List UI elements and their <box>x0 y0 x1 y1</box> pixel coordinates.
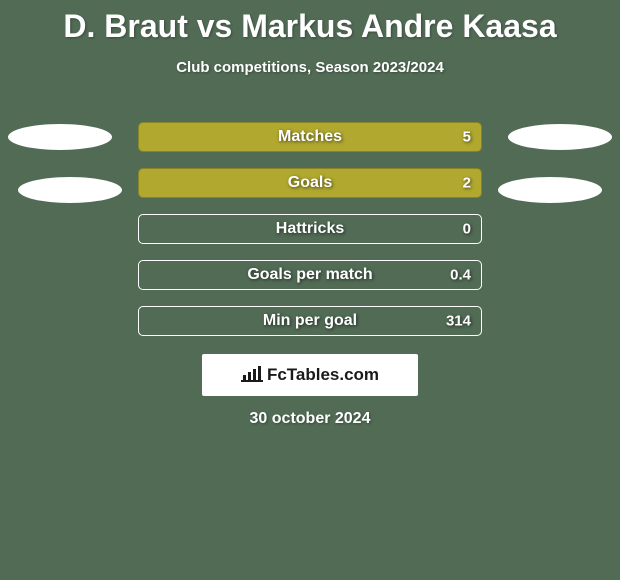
stat-bar-value: 314 <box>446 313 471 330</box>
decorative-ellipse-top-left <box>8 124 112 150</box>
decorative-ellipse-top-right <box>508 124 612 150</box>
stat-bar-label: Goals <box>288 174 332 192</box>
page-title: D. Braut vs Markus Andre Kaasa <box>0 0 620 45</box>
date-label: 30 october 2024 <box>250 410 371 428</box>
logo-text: FcTables.com <box>241 364 379 387</box>
stat-bar-value: 5 <box>463 129 471 146</box>
stat-bar-label: Hattricks <box>276 220 344 238</box>
stat-bar-value: 0.4 <box>450 267 471 284</box>
stat-bar-value: 0 <box>463 221 471 238</box>
decorative-ellipse-bottom-left <box>18 177 122 203</box>
stat-bar-goals: Goals 2 <box>138 168 482 198</box>
stats-bars: Matches 5 Goals 2 Hattricks 0 Goals per … <box>138 122 482 352</box>
logo-label: FcTables.com <box>267 365 379 385</box>
stat-bar-label: Goals per match <box>247 266 372 284</box>
logo-box: FcTables.com <box>202 354 418 396</box>
stat-bar-label: Matches <box>278 128 342 146</box>
stat-bar-hattricks: Hattricks 0 <box>138 214 482 244</box>
stat-bar-min-per-goal: Min per goal 314 <box>138 306 482 336</box>
stat-bar-matches: Matches 5 <box>138 122 482 152</box>
stat-bar-label: Min per goal <box>263 312 357 330</box>
chart-icon <box>241 364 263 387</box>
page-subtitle: Club competitions, Season 2023/2024 <box>0 59 620 76</box>
stat-bar-goals-per-match: Goals per match 0.4 <box>138 260 482 290</box>
decorative-ellipse-bottom-right <box>498 177 602 203</box>
stat-bar-value: 2 <box>463 175 471 192</box>
